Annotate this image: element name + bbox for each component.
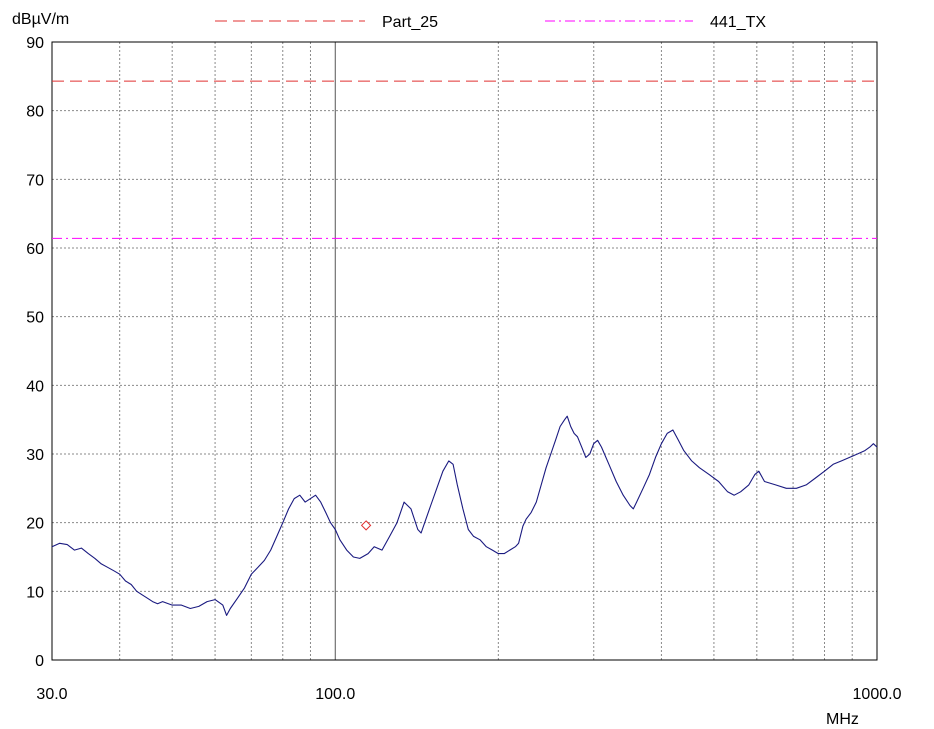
y-tick-label: 70 (26, 172, 44, 189)
series-layer (51, 415, 878, 616)
legend-label: 441_TX (710, 14, 766, 31)
x-tick-label: 30.0 (36, 686, 67, 703)
limit-lines (52, 80, 877, 239)
marker-diamond (360, 520, 372, 531)
y-tick-label: 50 (26, 310, 44, 327)
y-tick-labels: 0 10 20 30 40 50 60 70 80 90 (26, 35, 44, 670)
legend-label: Part_25 (382, 14, 438, 31)
y-tick-label: 40 (26, 378, 44, 395)
x-tick-label: 1000.0 (853, 686, 902, 703)
legend: Part_25 441_TX (215, 14, 766, 31)
x-tick-label: 100.0 (315, 686, 355, 703)
marker-layer (360, 520, 372, 531)
y-tick-label: 30 (26, 447, 44, 464)
y-tick-label: 60 (26, 241, 44, 258)
series-line (51, 415, 878, 616)
y-tick-label: 0 (35, 653, 44, 670)
y-tick-label: 80 (26, 104, 44, 121)
plot-frame (51, 41, 878, 661)
grid-lines (52, 42, 877, 660)
y-axis-label: dBµV/m (12, 11, 69, 28)
x-axis-label: MHz (826, 711, 859, 728)
x-tick-labels: 30.0 100.0 1000.0 (36, 686, 901, 703)
y-tick-label: 10 (26, 584, 44, 601)
y-tick-label: 20 (26, 516, 44, 533)
y-tick-label: 90 (26, 35, 44, 52)
